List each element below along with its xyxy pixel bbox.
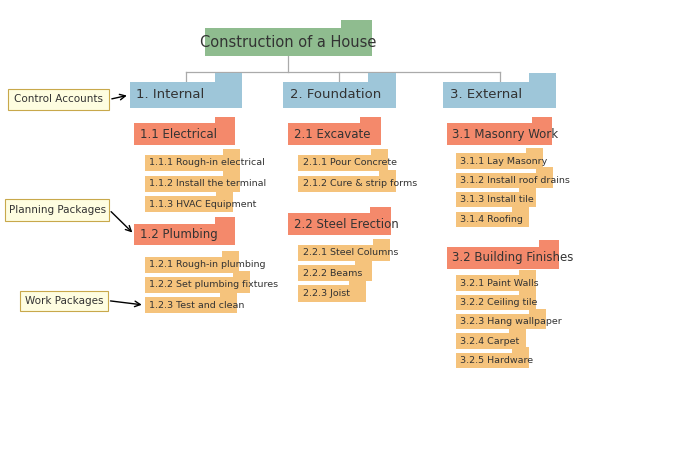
Text: 2.2.3 Joist: 2.2.3 Joist <box>303 289 350 298</box>
Text: 2.2 Steel Erection: 2.2 Steel Erection <box>294 218 399 230</box>
Text: Planning Packages: Planning Packages <box>9 205 106 215</box>
Text: 1.2.2 Set plumbing fixtures: 1.2.2 Set plumbing fixtures <box>149 280 278 289</box>
Bar <box>341 20 372 28</box>
Bar <box>134 123 235 145</box>
Bar <box>5 199 109 220</box>
Bar <box>456 212 529 227</box>
Bar <box>539 240 559 247</box>
Bar <box>223 149 240 155</box>
Text: 2. Foundation: 2. Foundation <box>290 89 381 101</box>
Text: 3.2.5 Hardware: 3.2.5 Hardware <box>460 356 533 365</box>
Bar <box>368 73 396 82</box>
Text: 3.1.3 Install tile: 3.1.3 Install tile <box>460 195 534 204</box>
Bar <box>355 260 372 265</box>
Bar <box>519 270 536 275</box>
Bar <box>220 292 237 297</box>
Text: 3.1.2 Install roof drains: 3.1.2 Install roof drains <box>460 176 570 185</box>
Bar <box>456 275 536 291</box>
Bar <box>456 192 536 207</box>
Text: 3. External: 3. External <box>450 89 522 101</box>
Text: 2.1.1 Pour Concrete: 2.1.1 Pour Concrete <box>303 158 397 167</box>
Text: 3.2 Building Finishes: 3.2 Building Finishes <box>452 252 574 264</box>
Bar <box>532 117 552 123</box>
Bar <box>373 239 390 245</box>
Bar <box>288 123 381 145</box>
Bar <box>509 328 526 333</box>
Bar <box>215 73 242 82</box>
Text: 1.1.3 HVAC Equipment: 1.1.3 HVAC Equipment <box>149 200 256 209</box>
Text: 2.1.2 Cure & strip forms: 2.1.2 Cure & strip forms <box>303 179 417 188</box>
Bar <box>512 347 529 353</box>
Bar <box>145 297 237 313</box>
Bar <box>145 256 239 273</box>
Bar <box>288 213 391 235</box>
Bar <box>145 196 233 212</box>
Text: 1.2.3 Test and clean: 1.2.3 Test and clean <box>149 301 245 310</box>
Text: 3.1.4 Roofing: 3.1.4 Roofing <box>460 215 523 224</box>
Bar <box>223 170 240 176</box>
Bar <box>298 176 396 192</box>
Text: 2.2.1 Steel Columns: 2.2.1 Steel Columns <box>303 248 398 257</box>
Text: 3.2.3 Hang wallpaper: 3.2.3 Hang wallpaper <box>460 317 562 326</box>
Text: 3.2.2 Ceiling tile: 3.2.2 Ceiling tile <box>460 298 537 307</box>
Bar <box>456 153 543 169</box>
Bar <box>456 173 553 188</box>
Bar <box>456 353 529 368</box>
Bar <box>233 271 250 277</box>
Bar <box>447 123 552 145</box>
Bar <box>134 224 235 245</box>
Bar <box>443 82 556 108</box>
Text: 3.2.1 Paint Walls: 3.2.1 Paint Walls <box>460 279 539 288</box>
Bar <box>222 251 239 256</box>
Bar <box>360 117 381 123</box>
Text: 3.2.4 Carpet: 3.2.4 Carpet <box>460 337 520 346</box>
Bar <box>526 148 543 153</box>
Text: 1.2.1 Rough-in plumbing: 1.2.1 Rough-in plumbing <box>149 260 266 269</box>
Bar <box>371 149 388 155</box>
Bar <box>298 285 366 302</box>
Bar <box>536 167 553 173</box>
Text: Work Packages: Work Packages <box>25 296 104 306</box>
Bar <box>283 82 396 108</box>
Bar <box>130 82 242 108</box>
Bar <box>447 247 559 269</box>
Text: 3.1.1 Lay Masonry: 3.1.1 Lay Masonry <box>460 157 548 166</box>
Text: 1. Internal: 1. Internal <box>136 89 205 101</box>
Bar <box>370 207 391 213</box>
Bar <box>205 28 372 56</box>
Bar <box>298 265 372 281</box>
Text: 1.1.2 Install the terminal: 1.1.2 Install the terminal <box>149 179 267 188</box>
Text: Control Accounts: Control Accounts <box>14 94 103 104</box>
Bar <box>298 155 388 171</box>
Text: 1.1.1 Rough-in electrical: 1.1.1 Rough-in electrical <box>149 158 265 167</box>
Bar <box>519 289 536 295</box>
Text: 2.2.2 Beams: 2.2.2 Beams <box>303 269 362 278</box>
Bar <box>145 176 240 192</box>
Bar <box>215 217 235 224</box>
Bar <box>456 295 536 310</box>
Bar <box>529 73 556 82</box>
Bar <box>512 206 529 211</box>
Bar <box>529 309 546 314</box>
Bar <box>349 280 366 285</box>
Text: 1.2 Plumbing: 1.2 Plumbing <box>140 228 218 241</box>
Bar <box>215 117 235 123</box>
Bar <box>298 245 390 261</box>
Bar <box>519 187 536 192</box>
Bar <box>8 89 109 110</box>
Text: 3.1 Masonry Work: 3.1 Masonry Work <box>452 128 559 140</box>
Bar <box>20 291 108 310</box>
Bar <box>145 277 250 293</box>
Bar <box>456 314 546 329</box>
Bar <box>379 170 396 176</box>
Bar <box>216 191 233 196</box>
Bar <box>456 333 526 349</box>
Text: Construction of a House: Construction of a House <box>200 35 376 50</box>
Text: 2.1 Excavate: 2.1 Excavate <box>294 128 370 140</box>
Text: 1.1 Electrical: 1.1 Electrical <box>140 128 217 140</box>
Bar <box>145 155 240 171</box>
